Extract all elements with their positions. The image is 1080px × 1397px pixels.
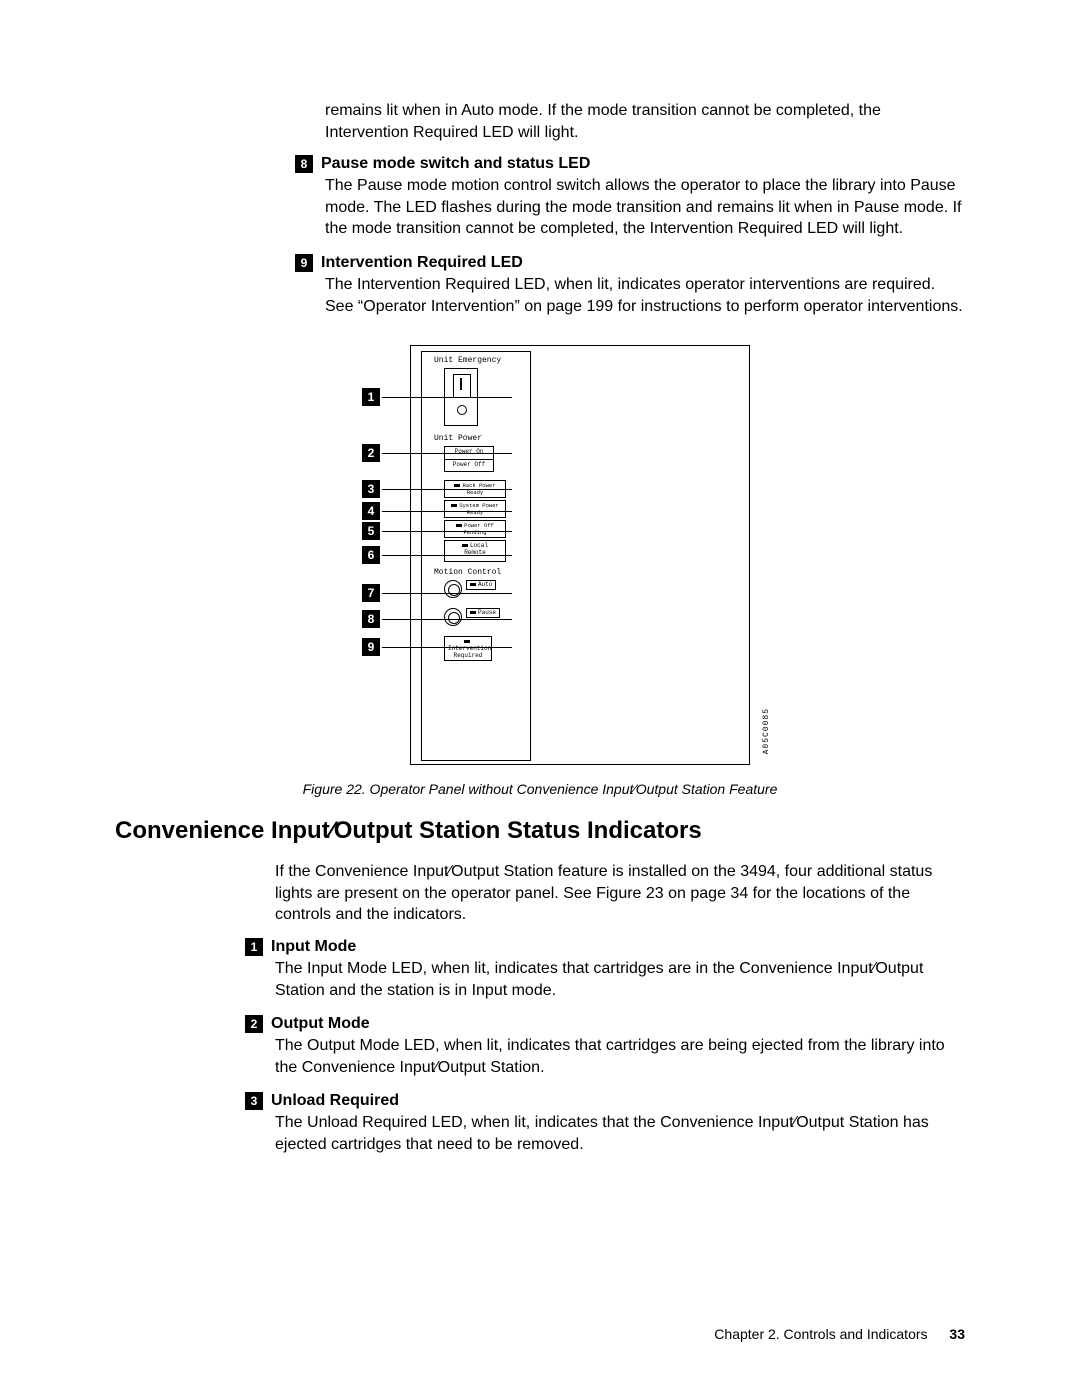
- page-footer: Chapter 2. Controls and Indicators 33: [714, 1326, 965, 1342]
- control-panel: Unit Emergency Unit Power Power On Power…: [421, 351, 531, 761]
- item-title: Unload Required: [271, 1092, 399, 1110]
- item-title: Pause mode switch and status LED: [321, 155, 590, 173]
- auto-button: [444, 580, 462, 598]
- definition-item-1: 1 Input Mode The Input Mode LED, when li…: [275, 938, 965, 1001]
- label-intervention-required: Intervention Required: [444, 636, 492, 661]
- figure-callout-1: 1: [362, 388, 380, 406]
- label-unit-power: Unit Power: [434, 434, 482, 443]
- power-switch: Power On Power Off: [444, 446, 494, 472]
- figure-callout-7: 7: [362, 584, 380, 602]
- figure-callout-2: 2: [362, 444, 380, 462]
- item-body: The Output Mode LED, when lit, indicates…: [275, 1035, 965, 1078]
- figure-callout-4: 4: [362, 502, 380, 520]
- definition-item-9: 9 Intervention Required LED The Interven…: [325, 254, 965, 317]
- figure-callout-8: 8: [362, 610, 380, 628]
- chapter-label: Chapter 2. Controls and Indicators: [714, 1326, 927, 1342]
- led-power-off-pending: Power Off Pending: [444, 520, 506, 538]
- figure-callout-6: 6: [362, 546, 380, 564]
- label-unit-emergency: Unit Emergency: [434, 356, 501, 365]
- figure-22: Unit Emergency Unit Power Power On Power…: [115, 345, 965, 797]
- led-local-remote: Local Remote: [444, 540, 506, 562]
- callout-badge-8: 8: [295, 155, 313, 173]
- item-body: The Unload Required LED, when lit, indic…: [275, 1112, 965, 1155]
- figure-callout-9: 9: [362, 638, 380, 656]
- callout-badge-1: 1: [245, 938, 263, 956]
- page-number: 33: [949, 1326, 965, 1342]
- item-title: Intervention Required LED: [321, 254, 523, 272]
- callout-badge-9: 9: [295, 254, 313, 272]
- item-title: Input Mode: [271, 938, 356, 956]
- section-heading: Convenience Input⁄Output Station Status …: [115, 817, 965, 845]
- label-power-off: Power Off: [445, 460, 493, 473]
- continuation-paragraph: remains lit when in Auto mode. If the mo…: [325, 100, 965, 143]
- item-body: The Input Mode LED, when lit, indicates …: [275, 958, 965, 1001]
- callout-badge-2: 2: [245, 1015, 263, 1033]
- callout-badge-3: 3: [245, 1092, 263, 1110]
- panel-outline: Unit Emergency Unit Power Power On Power…: [410, 345, 750, 765]
- definition-item-3: 3 Unload Required The Unload Required LE…: [275, 1092, 965, 1155]
- pause-button: [444, 608, 462, 626]
- label-motion-control: Motion Control: [434, 568, 501, 577]
- figure-callout-5: 5: [362, 522, 380, 540]
- definition-item-2: 2 Output Mode The Output Mode LED, when …: [275, 1015, 965, 1078]
- item-title: Output Mode: [271, 1015, 370, 1033]
- item-body: The Pause mode motion control switch all…: [325, 175, 965, 240]
- figure-caption: Figure 22. Operator Panel without Conven…: [115, 781, 965, 797]
- label-pause: Pause: [466, 608, 500, 618]
- drawing-id: A05C0085: [762, 708, 771, 754]
- label-auto: Auto: [466, 580, 496, 590]
- item-body: The Intervention Required LED, when lit,…: [325, 274, 965, 317]
- led-system-power-ready: System Power Ready: [444, 500, 506, 518]
- figure-callout-3: 3: [362, 480, 380, 498]
- section-intro: If the Convenience Input⁄Output Station …: [275, 861, 965, 926]
- definition-item-8: 8 Pause mode switch and status LED The P…: [325, 155, 965, 240]
